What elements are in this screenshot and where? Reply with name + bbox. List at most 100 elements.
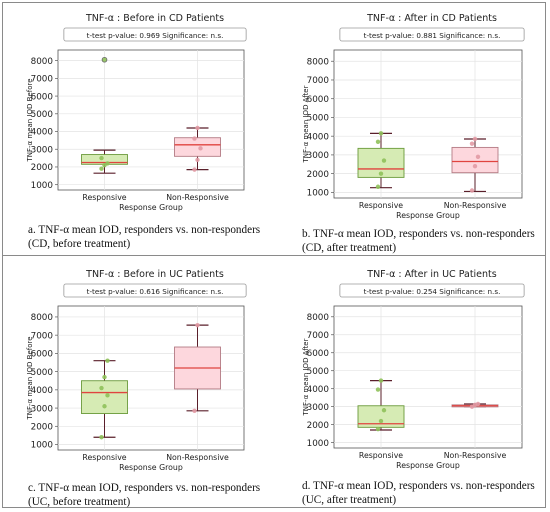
y-tick-label: 7000	[307, 76, 330, 86]
outlier-point	[101, 56, 108, 63]
data-point	[378, 131, 384, 136]
box-non-responsive	[174, 322, 221, 414]
caption-b-line2: (CD, after treatment)	[302, 241, 397, 254]
stats-box	[339, 27, 525, 42]
box-responsive	[357, 131, 405, 189]
data-point	[99, 385, 104, 391]
data-point	[192, 136, 197, 141]
data-point	[192, 408, 197, 414]
x-axis-label: Response Group	[396, 211, 460, 220]
stats-text: t-test p-value: 0.969 Significance: n.s.	[87, 31, 224, 40]
y-tick-label: 6000	[307, 349, 330, 359]
y-tick-label: 1000	[307, 189, 330, 199]
stats-text: t-test p-value: 0.254 Significance: n.s.	[364, 287, 501, 296]
x-tick-label: Non-Responsive	[444, 451, 507, 460]
chart-d: TNF-α : After in UC Patients t-test p-val…	[302, 269, 525, 470]
y-tick-label: 8000	[307, 57, 330, 67]
y-tick-label: 7000	[31, 331, 54, 341]
y-tick-label: 6000	[31, 350, 54, 360]
chart-b: TNF-α : After in CD Patients t-test p-val…	[302, 13, 525, 220]
y-tick-label: 3000	[307, 151, 330, 161]
y-tick-label: 5000	[307, 114, 330, 124]
box-non-responsive	[451, 401, 499, 409]
stats-box	[339, 283, 525, 298]
y-tick-label: 8000	[31, 313, 54, 323]
y-tick-label: 5000	[31, 110, 54, 120]
y-tick-label: 1000	[31, 181, 54, 191]
chart-a: TNF-α : Before in CD Patients t-test p-va…	[26, 13, 247, 212]
data-point	[102, 404, 107, 409]
panel-c: TNF-α : Before in UC Patients t-test p-va…	[20, 264, 248, 478]
box-responsive	[81, 358, 128, 440]
box-non-responsive	[174, 125, 221, 172]
y-tick-label: 3000	[307, 403, 330, 413]
caption-a-line1: a. TNF-α mean IOD, responders vs. non-re…	[28, 224, 261, 236]
y-tick-label: 5000	[31, 368, 54, 378]
iqr-box	[174, 137, 221, 157]
data-point	[375, 387, 381, 392]
data-point	[375, 426, 381, 432]
iqr-box	[451, 146, 499, 174]
chart-title: TNF-α : Before in CD Patients	[85, 13, 224, 24]
iqr-box	[357, 405, 405, 428]
y-axis-label: TNF-α mean IOD Before	[26, 336, 34, 420]
stats-text: t-test p-value: 0.881 Significance: n.s.	[364, 31, 501, 40]
x-tick-label: Non-Responsive	[444, 201, 507, 210]
x-tick-label: Responsive	[359, 451, 403, 460]
panel-d: TNF-α : After in UC Patients t-test p-val…	[296, 264, 526, 476]
data-point	[375, 139, 381, 144]
x-axis-label: Response Group	[396, 461, 460, 470]
data-point	[99, 435, 104, 440]
caption-c: c. TNF-α mean IOD, responders vs. non-re…	[28, 482, 260, 509]
caption-c-line1: c. TNF-α mean IOD, responders vs. non-re…	[28, 482, 261, 494]
data-point	[192, 167, 197, 172]
y-axis-label: TNF-α mean IOD Before	[26, 78, 34, 162]
data-point	[105, 358, 110, 363]
x-axis-label: Response Group	[119, 463, 183, 472]
data-point	[475, 401, 481, 407]
data-point	[469, 188, 475, 193]
data-point	[195, 157, 200, 163]
x-tick-label: Non-Responsive	[166, 453, 229, 462]
plot-area	[57, 49, 245, 191]
chart-c: TNF-α : Before in UC Patients t-test p-va…	[26, 269, 247, 472]
data-point	[378, 418, 384, 424]
data-point	[198, 146, 203, 151]
data-point	[472, 136, 478, 142]
y-tick-label: 8000	[31, 57, 54, 67]
x-tick-label: Non-Responsive	[166, 193, 229, 202]
data-point	[378, 378, 384, 383]
caption-d-line1: d. TNF-α mean IOD, responders vs. non-re…	[302, 480, 535, 492]
stats-box	[63, 27, 247, 42]
data-point	[378, 171, 384, 176]
panel-b: TNF-α : After in CD Patients t-test p-val…	[296, 8, 526, 226]
x-tick-label: Responsive	[82, 453, 126, 462]
y-tick-label: 8000	[307, 313, 330, 323]
caption-b: b. TNF-α mean IOD, responders vs. non-re…	[302, 228, 535, 255]
data-point	[99, 166, 104, 171]
data-point	[381, 408, 387, 413]
y-tick-label: 2000	[307, 170, 330, 180]
y-tick-label: 1000	[31, 441, 54, 451]
y-tick-label: 7000	[31, 75, 54, 85]
data-point	[195, 125, 200, 131]
data-point	[99, 155, 104, 161]
chart-title: TNF-α : After in UC Patients	[366, 269, 497, 280]
x-axis-label: Response Group	[119, 203, 183, 212]
y-axis-label: TNF-α mean IOD After	[302, 85, 310, 163]
y-tick-label: 4000	[31, 386, 54, 396]
y-tick-label: 2000	[31, 423, 54, 433]
y-tick-label: 4000	[31, 128, 54, 138]
caption-d-line2: (UC, after treatment)	[302, 493, 397, 506]
y-tick-label: 6000	[307, 95, 330, 105]
chart-title: TNF-α : Before in UC Patients	[85, 269, 224, 280]
row-divider	[2, 255, 546, 256]
box-responsive	[357, 378, 405, 432]
box-non-responsive	[451, 136, 499, 193]
y-tick-label: 2000	[31, 163, 54, 173]
box-responsive	[81, 56, 128, 174]
caption-d: d. TNF-α mean IOD, responders vs. non-re…	[302, 480, 535, 507]
y-tick-label: 7000	[307, 331, 330, 341]
data-point	[472, 163, 478, 169]
stats-box	[63, 283, 247, 298]
